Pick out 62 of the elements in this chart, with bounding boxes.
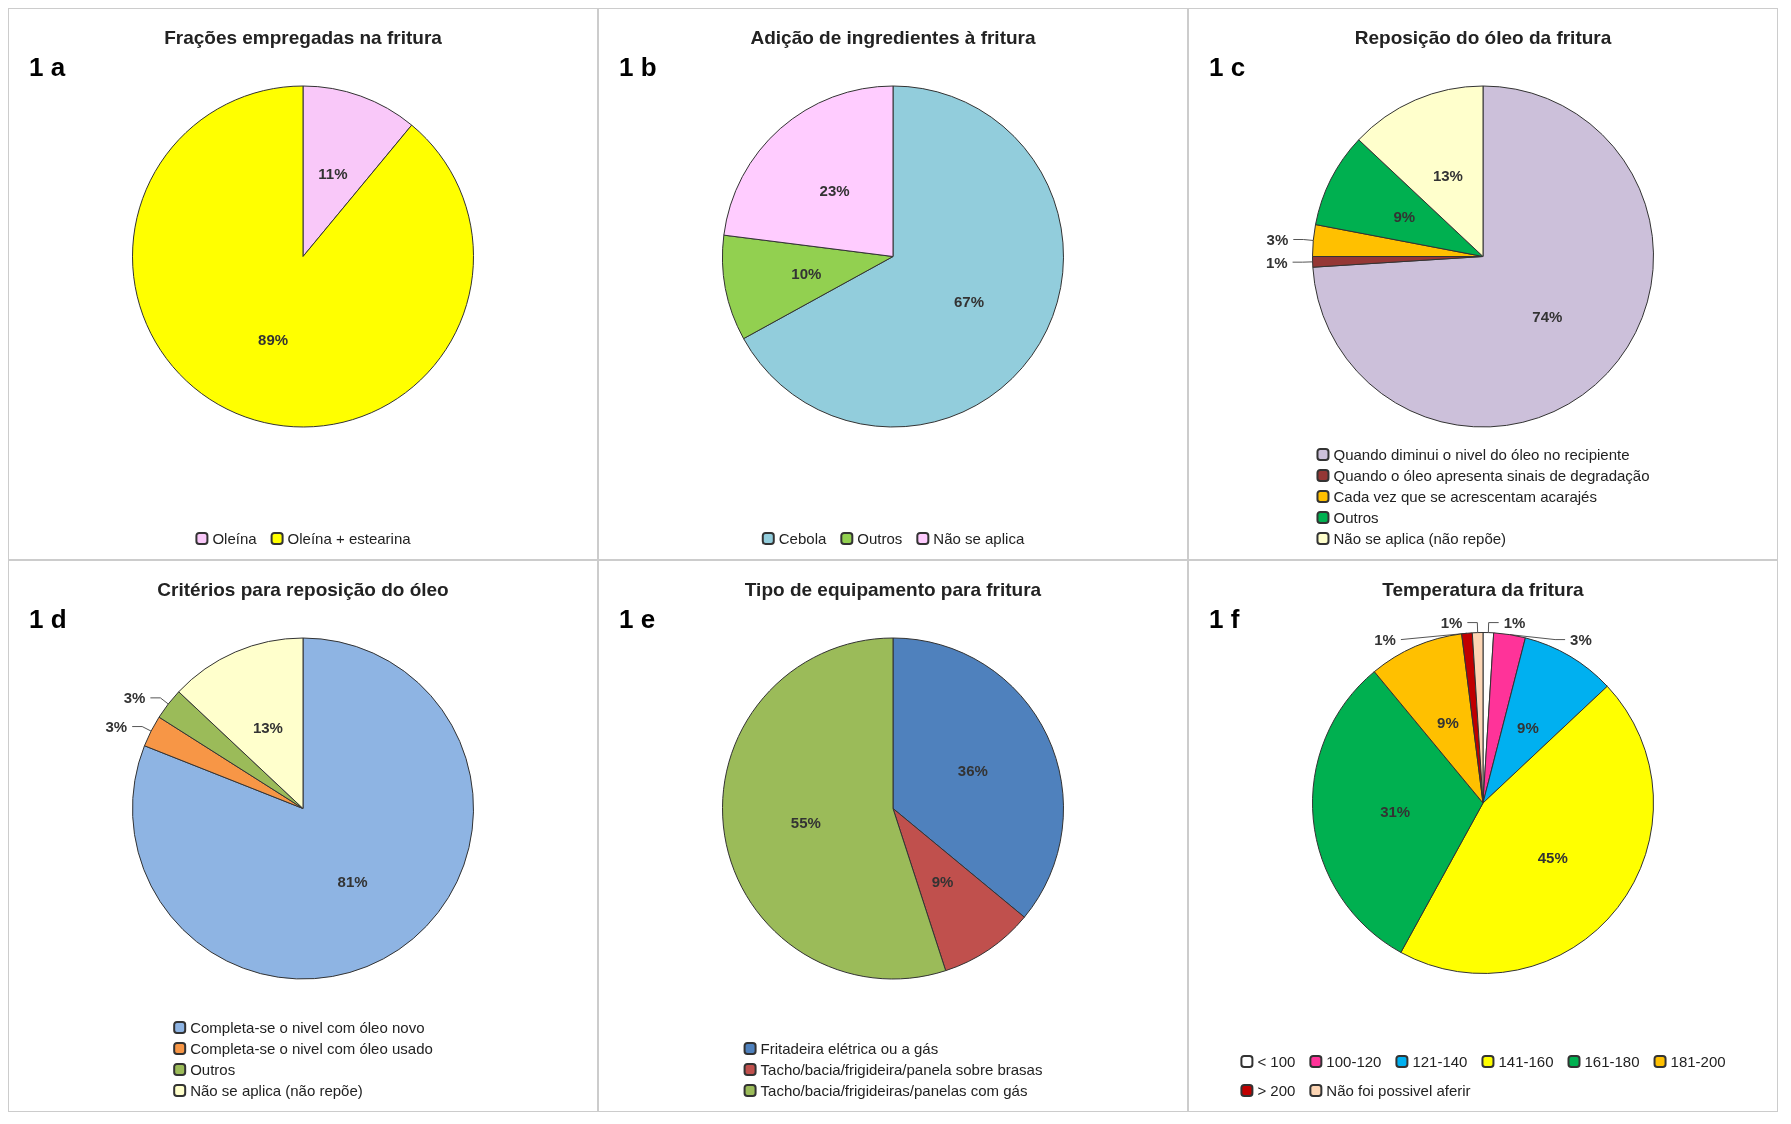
data-label: 10% [791,264,822,282]
data-label: 9% [1517,718,1539,736]
data-label: 3% [123,689,146,707]
legend-label: Não se aplica (não repõe) [190,1082,363,1099]
data-label: 1% [1265,253,1288,271]
legend-label: Outros [190,1061,236,1078]
legend-label: < 100 [1257,1053,1296,1070]
legend-label: 161-180 [1584,1053,1640,1070]
data-label: 31% [1380,802,1411,820]
text: 1 f [1209,604,1240,634]
legend-label: Tacho/bacia/frigideira/panela sobre brasas [760,1061,1043,1078]
data-label: 11% [318,164,348,182]
data-label: 67% [953,292,984,310]
data-label: 1% [1440,614,1463,632]
data-label: 55% [790,813,821,831]
legend-label: Completa-se o nivel com óleo novo [190,1019,425,1036]
data-label: 36% [957,762,988,780]
legend-label: > 200 [1257,1082,1296,1099]
legend-label: Quando diminui o nivel do óleo no recipiente [1333,446,1630,463]
data-label: 9% [931,872,954,890]
data-label: 45% [1537,848,1568,866]
legend-label: Cada vez que se acrescentam acarajés [1333,488,1597,505]
text: 1 d [29,604,67,634]
data-label: 74% [1532,308,1563,326]
legend-label: 141-160 [1498,1053,1554,1070]
legend-label: Quando o óleo apresenta sinais de degradação [1333,467,1650,484]
data-label: 9% [1393,207,1416,225]
data-label: 3% [1570,631,1592,649]
data-label: 3% [105,718,128,736]
chart-title: Frações empregadas na fritura [164,27,443,48]
data-label: 89% [258,331,289,349]
text: 1 c [1209,52,1246,82]
legend-label: 181-200 [1670,1053,1726,1070]
legend-label: Oleína + estearina [287,530,412,547]
chart-title: Tipo de equipamento para fritura [744,579,1042,600]
chart-title: Adição de ingredientes à fritura [750,27,1036,48]
legend-label: Tacho/bacia/frigideiras/panelas com gás [760,1082,1028,1099]
data-label: 1% [1374,631,1396,649]
data-label: 23% [819,181,850,199]
chart-title: Critérios para reposição do óleo [157,579,449,600]
legend-label: Não se aplica (não repõe) [1333,530,1507,547]
legend-label: Completa-se o nivel com óleo usado [190,1040,433,1057]
legend-label: Outros [1333,509,1379,526]
data-label: 81% [337,872,368,890]
text: 1 b [619,52,657,82]
data-label: 13% [1432,167,1463,185]
data-label: 13% [252,719,283,737]
legend-label: Não se aplica [933,530,1025,547]
data-label: 1% [1503,614,1526,632]
data-label: 3% [1266,231,1289,249]
legend-label: 100-120 [1326,1053,1382,1070]
chart-title: Reposição do óleo da fritura [1354,27,1612,48]
legend-label: Outros [857,530,903,547]
chart-title: Temperatura da fritura [1382,579,1585,600]
text: 1 a [29,52,66,82]
legend-label: Oleína [212,530,258,547]
legend-label: 121-140 [1412,1053,1468,1070]
legend-label: Cebola [778,530,827,547]
data-label: 9% [1437,713,1459,731]
legend-label: Fritadeira elétrica ou a gás [760,1040,939,1057]
legend-label: Não foi possivel aferir [1326,1082,1471,1099]
text: 1 e [619,604,656,634]
